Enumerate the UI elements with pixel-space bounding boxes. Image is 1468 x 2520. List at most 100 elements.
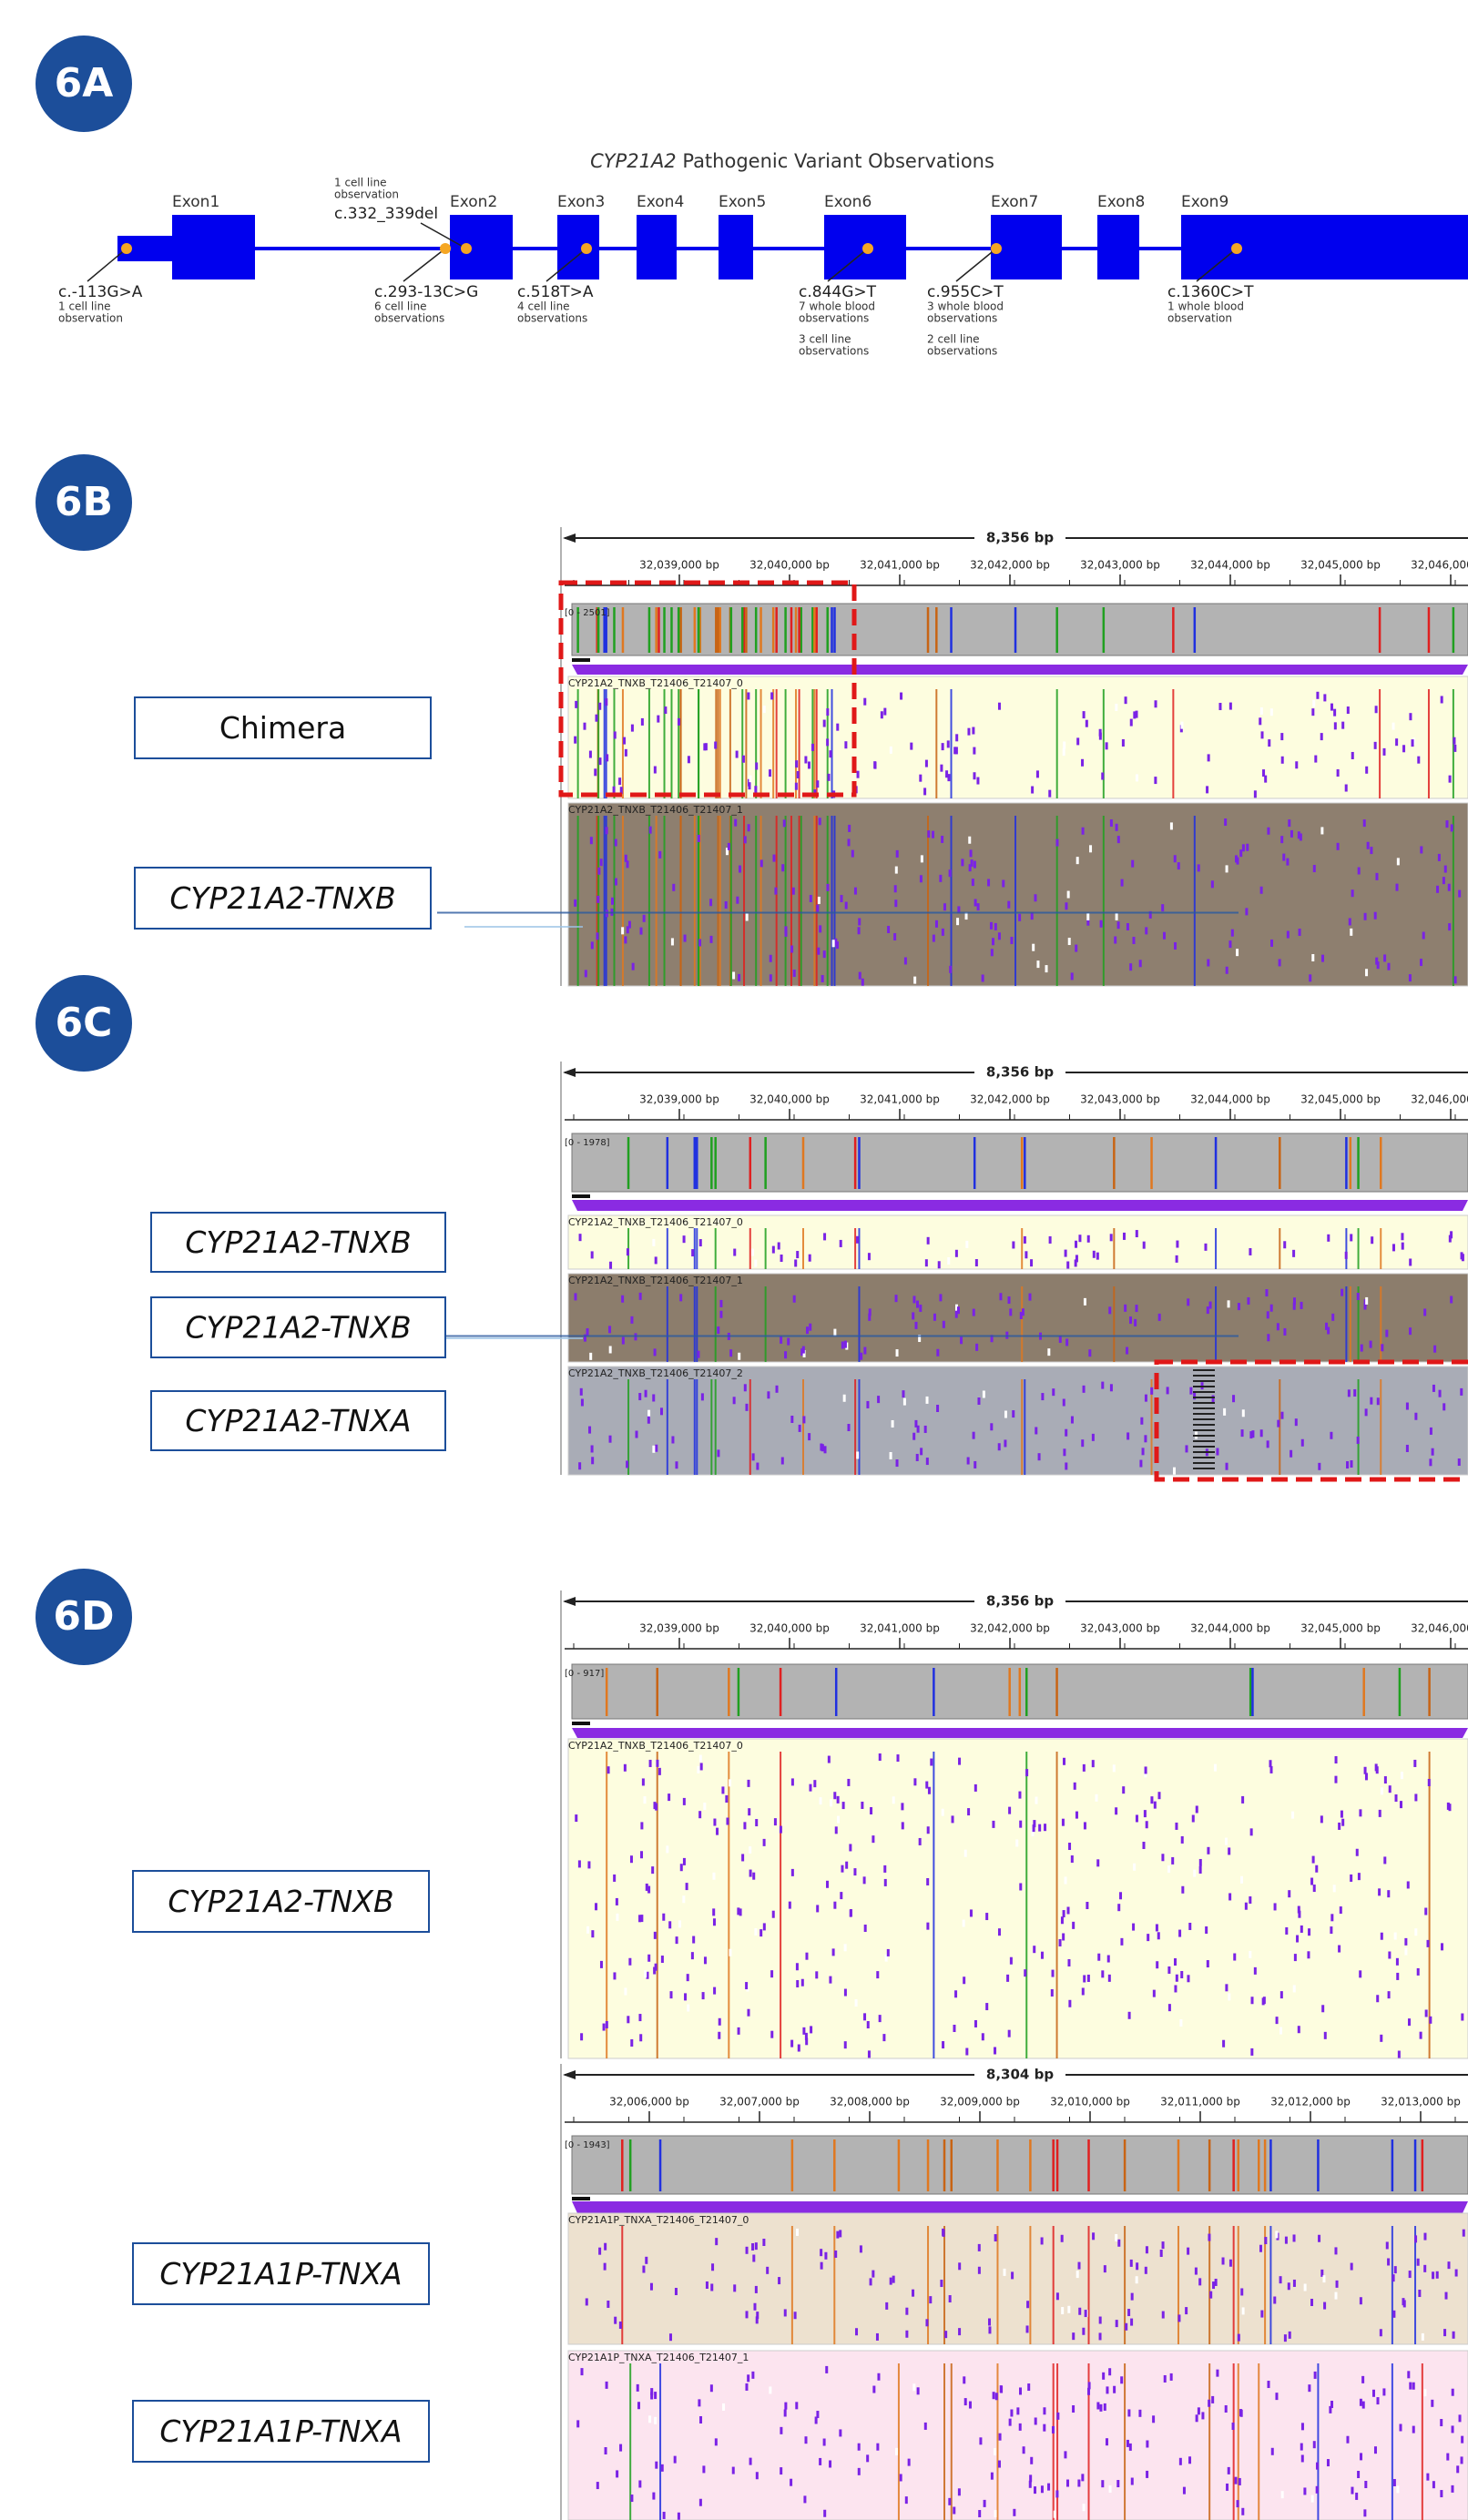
read-dash — [894, 899, 897, 907]
read-dash — [1251, 1997, 1254, 2004]
read-dash — [1061, 2235, 1064, 2242]
read-dash — [947, 1257, 950, 1265]
read-dash — [1126, 2440, 1129, 2447]
read-dash — [805, 2033, 808, 2040]
read-dash — [1260, 2311, 1263, 2318]
read-dash — [794, 1259, 797, 1266]
read-dash — [832, 1948, 835, 1956]
read-dash — [668, 1793, 670, 1801]
read-dash — [1311, 708, 1314, 716]
read-dash — [942, 2041, 944, 2048]
read-dash — [1281, 757, 1284, 764]
read-dash — [1052, 1388, 1055, 1396]
read-dash — [1232, 2423, 1235, 2430]
read-dash — [611, 898, 614, 905]
exon — [1097, 215, 1139, 279]
read-dash — [755, 1819, 758, 1826]
read-dash — [1106, 742, 1108, 749]
read-dash — [1359, 1970, 1361, 1977]
read-dash — [796, 1251, 799, 1258]
read-dash — [935, 920, 938, 928]
read-dash — [1334, 1776, 1337, 1783]
read-dash — [1067, 1906, 1070, 1914]
read-dash — [1271, 2448, 1274, 2455]
read-dash — [630, 1316, 633, 1324]
read-dash — [813, 1780, 816, 1787]
read-dash — [759, 1929, 762, 1936]
read-dash — [883, 1865, 886, 1873]
read-dash — [650, 2392, 653, 2399]
variant-note: observation — [1167, 312, 1232, 325]
read-dash — [654, 767, 657, 774]
read-dash — [866, 1401, 869, 1408]
read-dash — [858, 2444, 861, 2451]
read-dash — [1345, 1252, 1348, 1259]
read-dash — [1063, 741, 1065, 748]
read-dash — [751, 2372, 754, 2379]
read-dash — [1409, 1327, 1412, 1335]
read-dash — [856, 1451, 859, 1458]
read-dash — [990, 922, 993, 930]
read-track — [568, 2351, 1468, 2520]
read-dash — [942, 1809, 944, 1816]
read-dash — [614, 2317, 617, 2324]
read-dash — [1101, 1382, 1104, 1389]
read-dash — [609, 1262, 612, 1269]
read-dash — [836, 941, 839, 949]
read-dash — [616, 2470, 618, 2477]
tick-label: 32,046,000 bp — [1411, 1622, 1468, 1635]
read-dash — [1225, 2405, 1228, 2413]
read-dash — [999, 1293, 1002, 1300]
read-dash — [1068, 1843, 1071, 1850]
read-dash — [908, 2459, 911, 2466]
read-dash — [1350, 929, 1352, 936]
tick-label: 32,042,000 bp — [970, 1622, 1050, 1635]
read-dash — [930, 1759, 933, 1766]
read-dash — [1397, 858, 1400, 865]
read-dash — [1122, 1786, 1125, 1793]
span-label: 8,356 bp — [986, 530, 1054, 546]
tick-label: 32,045,000 bp — [1300, 559, 1381, 572]
coverage-range: [0 - 2501] — [565, 608, 610, 618]
read-dash — [839, 2230, 841, 2237]
read-dash — [666, 1845, 668, 1853]
read-dash — [748, 824, 750, 831]
read-dash — [809, 1255, 811, 1262]
read-dash — [791, 1778, 794, 1785]
read-dash — [738, 2027, 740, 2035]
read-dash — [964, 2398, 967, 2405]
track-name: CYP21A1P_TNXA_T21406_T21407_0 — [568, 2214, 749, 2226]
read-dash — [728, 843, 730, 850]
read-dash — [590, 837, 593, 844]
read-dash — [998, 703, 1001, 710]
read-dash — [1174, 1958, 1177, 1966]
read-dash — [1341, 1289, 1343, 1296]
read-dash — [1019, 2387, 1022, 2394]
read-dash — [1196, 1805, 1198, 1813]
read-dash — [784, 2309, 787, 2316]
read-dash — [877, 1396, 880, 1403]
read-dash — [856, 1236, 859, 1244]
read-dash — [649, 1760, 652, 1767]
read-dash — [978, 2244, 981, 2251]
read-dash — [1150, 1387, 1153, 1395]
read-dash — [1006, 1975, 1009, 1982]
read-dash — [638, 2480, 641, 2487]
read-dash — [863, 1876, 866, 1884]
read-dash — [616, 1914, 618, 1921]
read-dash — [1160, 2250, 1163, 2257]
read-dash — [1412, 2426, 1415, 2434]
read-dash — [1292, 1250, 1295, 1257]
read-dash — [976, 777, 979, 785]
read-dash — [686, 1883, 688, 1890]
read-dash — [1351, 752, 1354, 759]
read-dash — [958, 2328, 961, 2335]
read-dash — [1055, 839, 1058, 847]
read-dash — [1327, 2459, 1330, 2466]
label-text: CYP21A2-TNXB — [185, 1224, 411, 1260]
read-dash — [1459, 2414, 1462, 2422]
read-dash — [952, 1815, 954, 1823]
read-dash — [943, 1321, 945, 1328]
read-dash — [1216, 2370, 1218, 2377]
read-dash — [1365, 1297, 1368, 1305]
